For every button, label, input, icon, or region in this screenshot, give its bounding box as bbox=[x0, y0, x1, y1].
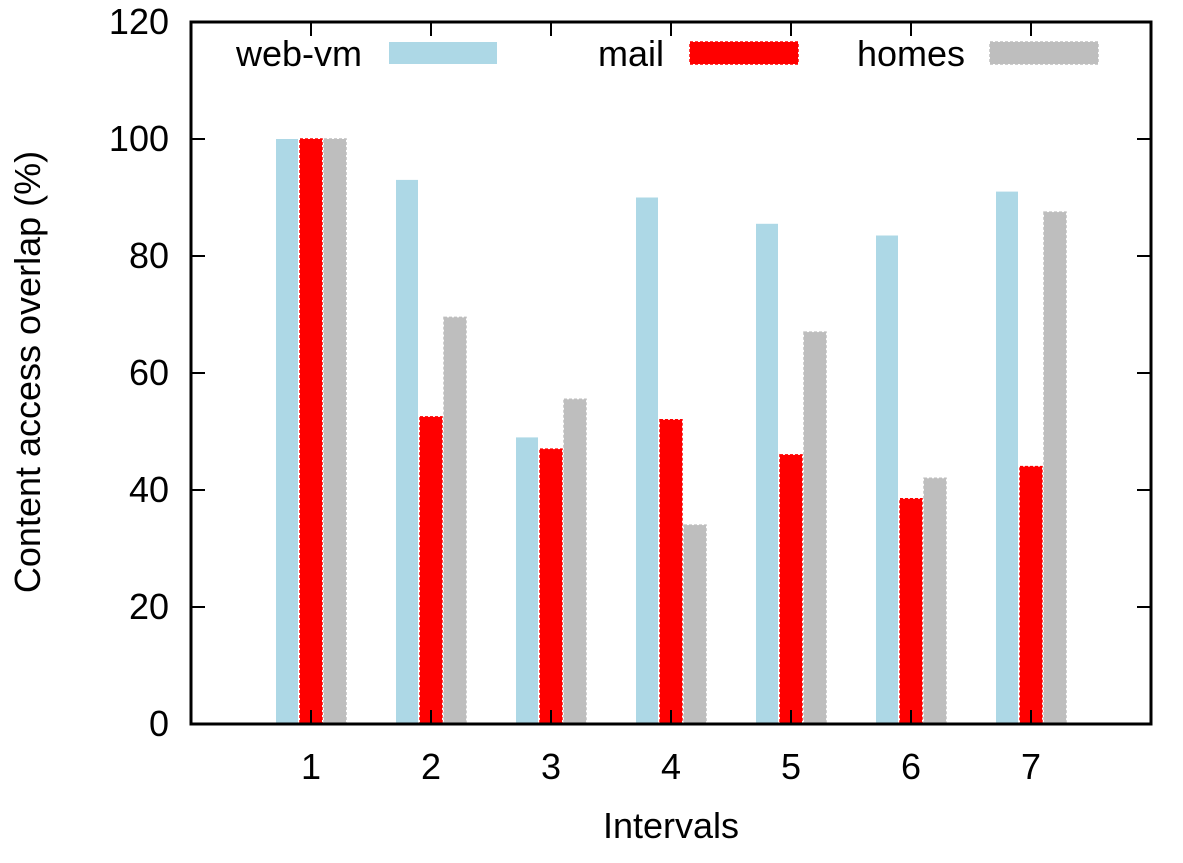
y-tick-label-80: 80 bbox=[129, 235, 169, 276]
bar-mail-5 bbox=[779, 454, 803, 725]
y-tick-label-0: 0 bbox=[149, 703, 169, 744]
legend-swatch-mail bbox=[689, 41, 799, 65]
y-tick-label-20: 20 bbox=[129, 586, 169, 627]
x-tick-label-7: 7 bbox=[1021, 746, 1041, 787]
y-axis-title: Content access overlap (%) bbox=[7, 151, 48, 593]
bar-homes-4 bbox=[683, 524, 707, 725]
legend-label-web-vm: web-vm bbox=[235, 33, 362, 74]
y-tick-label-120: 120 bbox=[109, 1, 169, 42]
y-tick-label-60: 60 bbox=[129, 352, 169, 393]
bar-web-vm-5 bbox=[756, 223, 778, 725]
bar-web-vm-6 bbox=[876, 235, 898, 724]
bar-web-vm-3 bbox=[516, 437, 538, 724]
bar-web-vm-2 bbox=[396, 179, 418, 724]
legend-swatch-homes bbox=[989, 41, 1099, 65]
x-tick-label-4: 4 bbox=[661, 746, 681, 787]
bar-homes-2 bbox=[443, 316, 467, 725]
legend-label-mail: mail bbox=[598, 33, 664, 74]
bar-homes-7 bbox=[1043, 211, 1067, 725]
y-tick-label-100: 100 bbox=[109, 118, 169, 159]
axes-layer: 0 20 40 60 80 100 120 1 2 3 4 5 6 7 bbox=[109, 1, 1153, 787]
bar-homes-5 bbox=[803, 331, 827, 725]
bar-homes-3 bbox=[563, 398, 587, 725]
x-tick-label-1: 1 bbox=[301, 746, 321, 787]
bar-mail-4 bbox=[659, 419, 683, 725]
bar-mail-6 bbox=[899, 498, 923, 725]
y-tick-label-40: 40 bbox=[129, 469, 169, 510]
bar-homes-6 bbox=[923, 477, 947, 725]
x-tick-label-5: 5 bbox=[781, 746, 801, 787]
x-tick-label-6: 6 bbox=[901, 746, 921, 787]
bar-web-vm-7 bbox=[996, 191, 1018, 725]
bar-homes-1 bbox=[323, 138, 347, 725]
bar-mail-1 bbox=[299, 138, 323, 725]
bar-mail-3 bbox=[539, 448, 563, 725]
bars-layer bbox=[276, 138, 1067, 725]
bar-mail-7 bbox=[1019, 465, 1043, 725]
bar-mail-2 bbox=[419, 416, 443, 725]
legend-label-homes: homes bbox=[857, 33, 965, 74]
bar-web-vm-1 bbox=[276, 139, 298, 724]
bar-web-vm-4 bbox=[636, 197, 658, 724]
x-tick-label-2: 2 bbox=[421, 746, 441, 787]
x-axis-title: Intervals bbox=[603, 805, 739, 846]
x-tick-label-3: 3 bbox=[541, 746, 561, 787]
legend: web-vm mail homes bbox=[235, 33, 1099, 74]
legend-swatch-web-vm bbox=[389, 42, 497, 64]
